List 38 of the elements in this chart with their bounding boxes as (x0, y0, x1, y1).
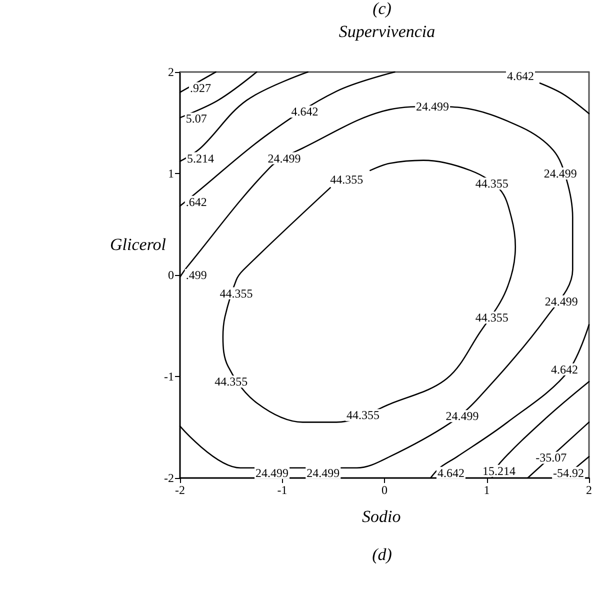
x-axis-title: Sodio (362, 507, 401, 526)
annotation: 5.07 (186, 112, 207, 126)
x-tick-label: 0 (382, 483, 388, 497)
annotation: 24.499 (544, 166, 577, 180)
annotation: 44.355 (220, 286, 253, 300)
annotation: 15.214 (482, 464, 516, 478)
annotation: -54.92 (553, 466, 584, 480)
annotation: .927 (190, 81, 211, 96)
annotation: 44.355 (475, 176, 508, 191)
annotation: -35.07 (536, 450, 567, 465)
annotation: 5.214 (186, 151, 214, 166)
annotation: 24.499 (306, 466, 340, 480)
y-tick-label: 1 (168, 166, 174, 180)
annotation: 4.642 (291, 104, 318, 119)
annotation: 4.642 (550, 362, 578, 376)
text: (c) (372, 0, 392, 18)
y-tick-label: -1 (164, 370, 174, 384)
text: (d) (372, 545, 392, 564)
annotation: 4.642 (437, 466, 464, 480)
annotation: .642 (186, 194, 207, 209)
chart-title: Supervivencia (338, 22, 436, 41)
y-tick-label: 2 (168, 65, 174, 79)
x-tick-label: -1 (277, 483, 288, 497)
annotation: 24.499 (268, 151, 301, 166)
annotation: 4.642 (506, 69, 534, 84)
x-tick-label: 2 (586, 483, 592, 497)
annotation: 24.499 (544, 294, 578, 308)
annotation: 44.355 (214, 374, 248, 389)
annotation: 44.355 (346, 408, 380, 422)
y-axis-title: Glicerol (110, 235, 166, 254)
annotation: 24.499 (446, 409, 479, 424)
annotation: .499 (186, 268, 207, 282)
annotation: 44.355 (475, 310, 508, 325)
annotation: 44.355 (330, 172, 364, 187)
x-tick-label: 1 (484, 483, 490, 497)
y-tick-label: 0 (168, 268, 174, 282)
annotation: 24.499 (256, 466, 289, 480)
y-tick-label: -2 (164, 471, 174, 485)
